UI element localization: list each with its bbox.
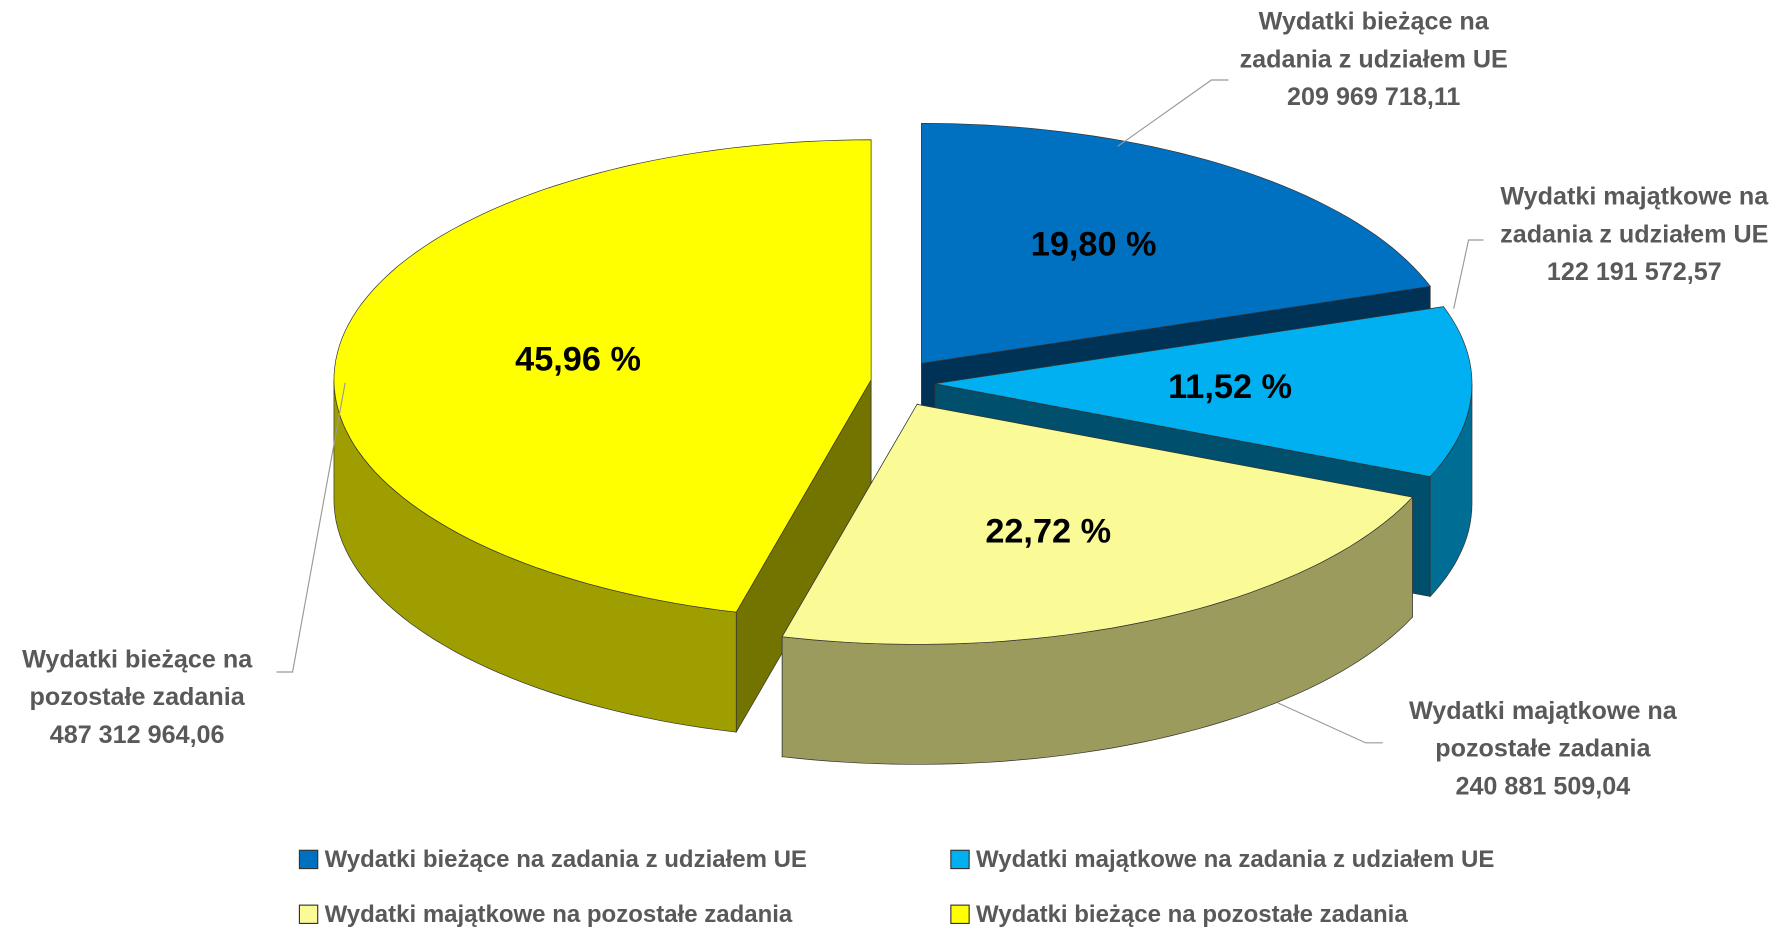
leader-line xyxy=(1117,79,1229,147)
amount-label: 209 969 718,11 xyxy=(1287,82,1461,111)
category-name: Wydatki majątkowe na pozostałe zadania xyxy=(1408,696,1677,763)
outer-label-text: Wydatki bieżące na pozostałe zadania 487 … xyxy=(0,640,291,753)
data-label: 11,52 % xyxy=(1168,368,1292,406)
outer-label: Wydatki majątkowe na pozostałe zadania 24… xyxy=(1389,691,1698,804)
slice xyxy=(781,403,1414,645)
slice xyxy=(333,139,872,613)
data-label: 22,72 % xyxy=(985,512,1111,550)
legend-label: Wydatki majątkowe na zadania z udziałem … xyxy=(976,846,1494,873)
legend-swatch xyxy=(950,904,970,924)
amount-label: 240 881 509,04 xyxy=(1455,771,1631,800)
legend-swatch xyxy=(298,904,319,924)
slice xyxy=(921,122,1431,364)
amount-label: 122 191 572,57 xyxy=(1546,257,1722,286)
outer-label: Wydatki majątkowe na zadania z udziałem … xyxy=(1480,177,1789,290)
amount-label: 487 312 964,06 xyxy=(49,720,225,749)
legend-label: Wydatki bieżące na zadania z udziałem UE xyxy=(325,846,807,873)
slice xyxy=(934,306,1473,477)
leader-line xyxy=(1453,239,1484,309)
data-label: 19,80 % xyxy=(1031,225,1157,263)
data-label: 45,96 % xyxy=(515,341,641,379)
outer-label-text: Wydatki majątkowe na zadania z udziałem … xyxy=(1480,177,1789,290)
legend-swatch xyxy=(950,849,970,870)
outer-label: Wydatki bieżące na zadania z udziałem UE… xyxy=(1219,2,1528,115)
category-name: Wydatki bieżące na zadania z udziałem UE xyxy=(1239,6,1508,74)
outer-label-text: Wydatki majątkowe na pozostałe zadania 24… xyxy=(1389,691,1698,804)
leader-line xyxy=(276,382,346,673)
category-name: Wydatki majątkowe na zadania z udziałem … xyxy=(1500,181,1769,248)
category-name: Wydatki bieżące na pozostałe zadania xyxy=(22,644,253,711)
outer-label: Wydatki bieżące na pozostałe zadania 487 … xyxy=(0,640,291,753)
outer-label-text: Wydatki bieżące na zadania z udziałem UE… xyxy=(1219,2,1528,115)
leader-line xyxy=(1277,702,1383,744)
legend-label: Wydatki majątkowe na pozostałe zadania xyxy=(325,901,793,928)
legend-swatch xyxy=(298,849,319,870)
legend-label: Wydatki bieżące na pozostałe zadania xyxy=(976,901,1408,928)
